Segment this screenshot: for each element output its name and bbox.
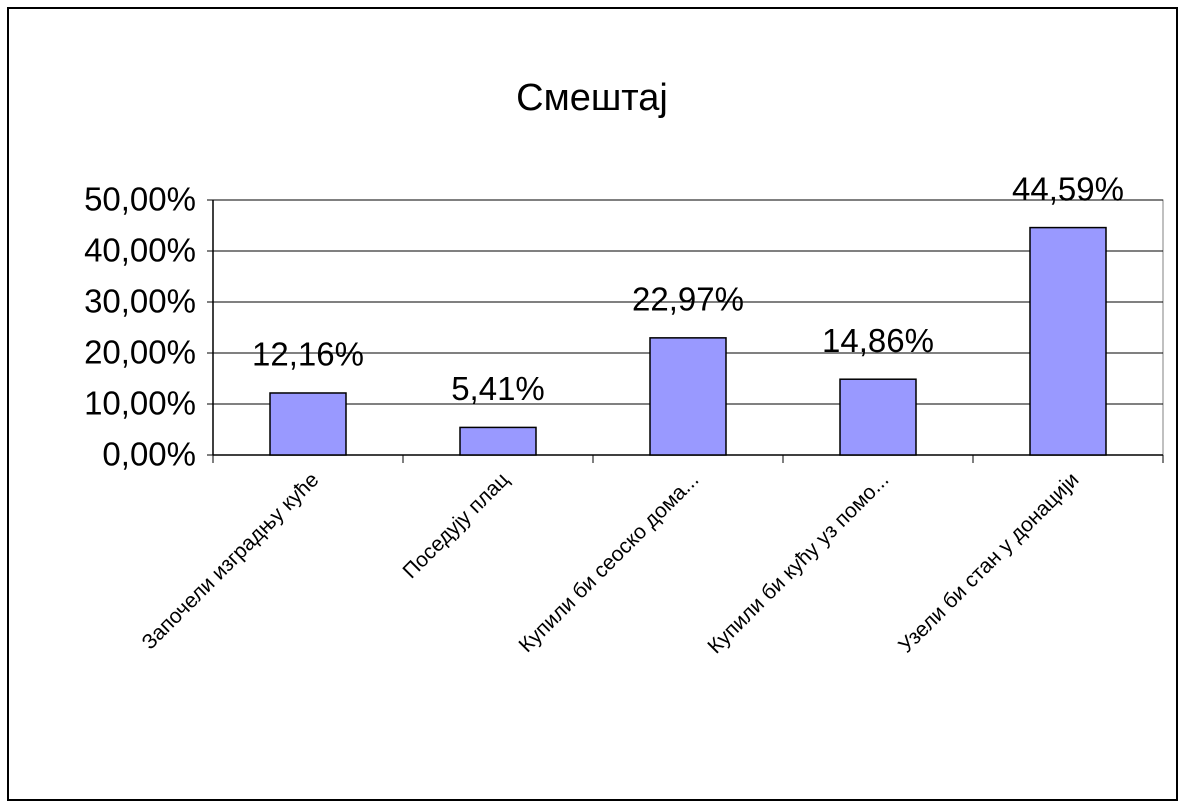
data-label: 44,59% [1012,170,1124,207]
y-tick-label: 10,00% [84,385,196,422]
y-tick-label: 20,00% [84,334,196,371]
y-tick-label: 30,00% [84,283,196,320]
data-label: 22,97% [632,281,744,318]
y-tick-label: 40,00% [84,232,196,269]
chart-title: Смештај [516,77,668,119]
y-tick-label: 0,00% [102,436,196,473]
data-label: 14,86% [822,322,934,359]
bar [839,378,917,456]
bar [459,426,537,456]
bar [649,337,727,456]
bar [269,392,347,456]
data-label: 5,41% [451,370,545,407]
y-tick-label: 50,00% [84,181,196,218]
bar [1029,226,1107,456]
data-label: 12,16% [252,336,364,373]
